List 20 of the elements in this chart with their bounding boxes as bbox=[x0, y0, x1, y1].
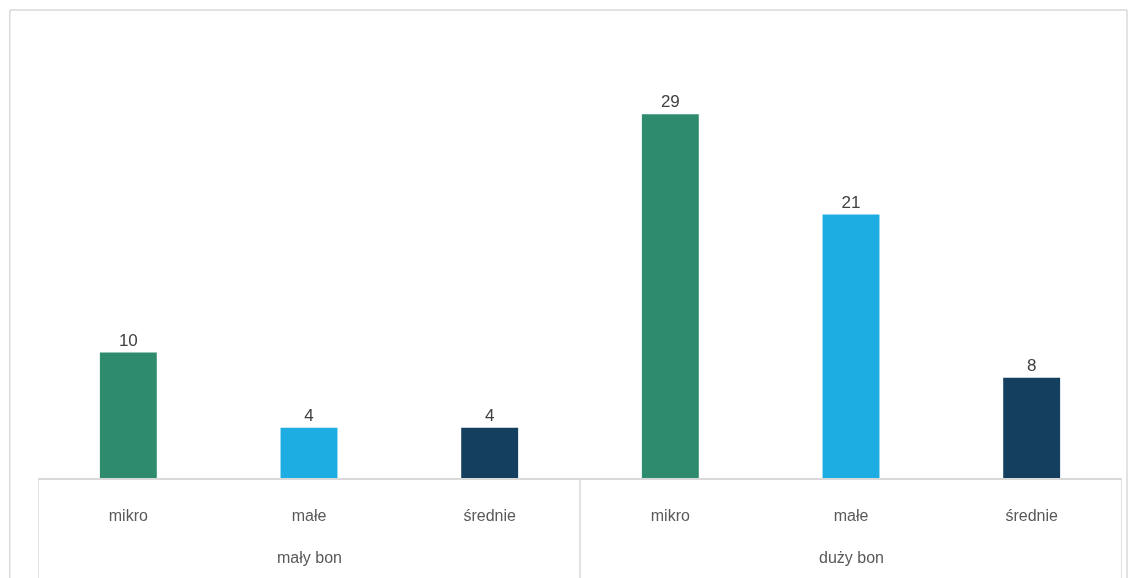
data-label: 10 bbox=[118, 330, 138, 350]
data-label: 8 bbox=[1026, 355, 1037, 375]
bar bbox=[99, 352, 157, 478]
text: duży bon bbox=[819, 549, 884, 566]
bar bbox=[822, 214, 880, 478]
x-tick-label: mikro bbox=[650, 506, 690, 524]
data-label: 4 bbox=[304, 405, 314, 425]
x-tick-label: małe bbox=[291, 506, 327, 524]
bar bbox=[280, 427, 338, 478]
bar bbox=[641, 114, 699, 478]
x-tick-label: mikro bbox=[108, 506, 148, 524]
x-tick-label: małe bbox=[833, 506, 869, 524]
data-label: 4 bbox=[484, 405, 495, 425]
bar bbox=[461, 427, 519, 478]
data-label: 21 bbox=[841, 192, 861, 212]
x-tick-label: średnie bbox=[463, 506, 517, 524]
text: mały bon bbox=[277, 549, 342, 566]
bar bbox=[1003, 377, 1061, 478]
x-tick-label: średnie bbox=[1005, 506, 1059, 524]
data-label: 29 bbox=[660, 92, 680, 112]
